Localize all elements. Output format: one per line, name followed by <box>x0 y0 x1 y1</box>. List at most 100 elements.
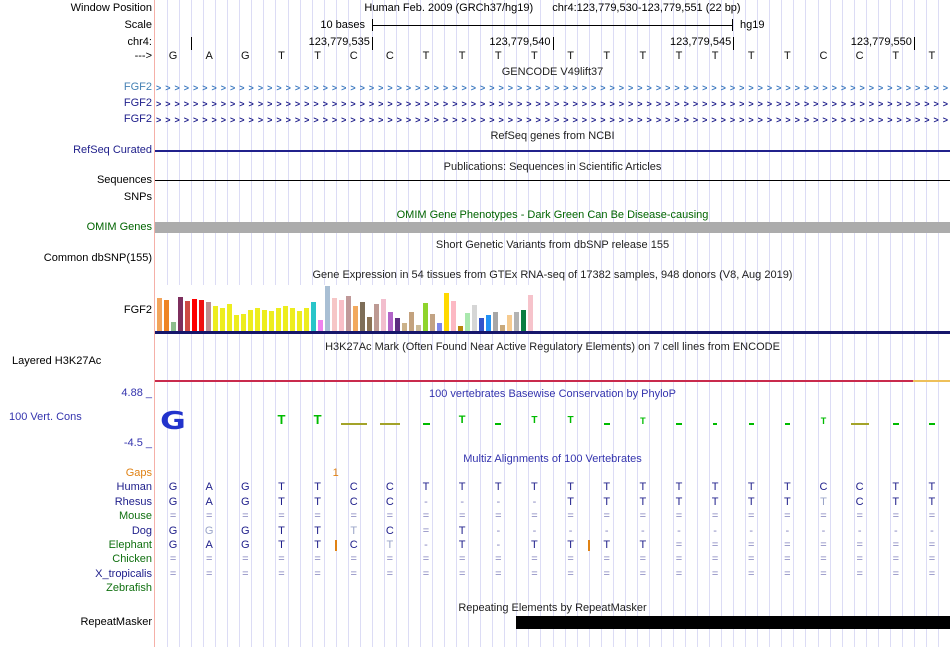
gtex-tissue-bar[interactable] <box>185 301 190 331</box>
track-label-sequences[interactable]: Sequences <box>96 174 152 186</box>
gtex-tissue-bar[interactable] <box>437 323 442 331</box>
species-label-chicken[interactable]: Chicken <box>112 553 152 566</box>
gtex-tissue-bar[interactable] <box>486 315 491 331</box>
track-title-gencode[interactable]: GENCODE V49lift37 <box>501 66 604 78</box>
gtex-tissue-bar[interactable] <box>451 301 456 331</box>
h3k27ac-signal-segment[interactable] <box>913 380 950 382</box>
track-label-phylop-max[interactable]: 4.88 _ <box>121 387 152 399</box>
track-label-snps[interactable]: SNPs <box>123 191 152 203</box>
gtex-tissue-bar[interactable] <box>346 296 351 331</box>
track-title-multiz[interactable]: Multiz Alignments of 100 Vertebrates <box>463 453 642 465</box>
gene-transcript-arrows[interactable]: >>>>>>>>>>>>>>>>>>>>>>>>>>>>>>>>>>>>>>>>… <box>156 115 949 125</box>
gtex-tissue-bar[interactable] <box>332 298 337 331</box>
gtex-tissue-bar[interactable] <box>374 304 379 331</box>
gtex-tissue-bar[interactable] <box>430 314 435 331</box>
gtex-tissue-bar[interactable] <box>269 311 274 331</box>
gtex-tissue-bar[interactable] <box>423 303 428 331</box>
species-label-rhesus[interactable]: Rhesus <box>114 495 152 508</box>
track-label-gene-fgf2-3[interactable]: FGF2 <box>123 113 152 125</box>
track-label-refseq-curated[interactable]: RefSeq Curated <box>73 144 152 156</box>
gtex-tissue-bar[interactable] <box>164 300 169 331</box>
gtex-tissue-bar[interactable] <box>157 298 162 331</box>
gene-transcript-arrows[interactable]: >>>>>>>>>>>>>>>>>>>>>>>>>>>>>>>>>>>>>>>>… <box>156 83 949 93</box>
gtex-tissue-bar[interactable] <box>409 312 414 331</box>
gtex-tissue-bar[interactable] <box>444 293 449 331</box>
gtex-tissue-bar[interactable] <box>465 313 470 331</box>
track-title-refseq[interactable]: RefSeq genes from NCBI <box>490 130 615 142</box>
track-title-repeatmasker[interactable]: Repeating Elements by RepeatMasker <box>458 602 647 614</box>
species-label-zebrafish[interactable]: Zebrafish <box>106 582 152 595</box>
species-label-human[interactable]: Human <box>116 481 152 494</box>
gtex-tissue-bar[interactable] <box>325 286 330 331</box>
species-label-dog[interactable]: Dog <box>131 524 152 537</box>
gtex-tissue-bar[interactable] <box>255 308 260 331</box>
gtex-tissue-bar[interactable] <box>290 308 295 331</box>
gtex-tissue-bar[interactable] <box>500 325 505 331</box>
gtex-tissue-bar[interactable] <box>283 306 288 331</box>
gtex-tissue-bar[interactable] <box>479 318 484 331</box>
track-label-strand[interactable]: ---> <box>134 50 152 62</box>
gtex-tissue-bar[interactable] <box>472 305 477 331</box>
track-title-omim[interactable]: OMIM Gene Phenotypes - Dark Green Can Be… <box>396 209 709 221</box>
track-title-h3k27ac[interactable]: H3K27Ac Mark (Often Found Near Active Re… <box>325 341 780 353</box>
gtex-tissue-bar[interactable] <box>381 299 386 331</box>
refseq-curated-gene-line[interactable] <box>155 150 950 152</box>
gtex-tissue-bar[interactable] <box>178 297 183 331</box>
track-label-phylop-min[interactable]: -4.5 _ <box>123 437 152 449</box>
gtex-tissue-bar[interactable] <box>528 295 533 331</box>
track-title-dbsnp[interactable]: Short Genetic Variants from dbSNP releas… <box>435 239 670 251</box>
track-label-gtex-fgf2[interactable]: FGF2 <box>123 304 152 316</box>
gtex-tissue-bar[interactable] <box>276 308 281 331</box>
h3k27ac-signal-line[interactable] <box>155 380 913 382</box>
gtex-tissue-bar[interactable] <box>206 302 211 331</box>
gtex-tissue-bar[interactable] <box>311 302 316 331</box>
track-label-layered-h3k27ac[interactable]: Layered H3K27Ac <box>12 355 102 367</box>
gtex-tissue-bar[interactable] <box>248 310 253 331</box>
track-title-gtex[interactable]: Gene Expression in 54 tissues from GTEx … <box>312 269 793 281</box>
gtex-tissue-bar[interactable] <box>402 323 407 331</box>
track-label-window-position[interactable]: Window Position <box>70 2 152 14</box>
track-label-repeatmasker[interactable]: RepeatMasker <box>80 616 152 628</box>
gtex-tissue-bar[interactable] <box>514 312 519 331</box>
gtex-tissue-bar[interactable] <box>297 311 302 331</box>
gtex-tissue-bar[interactable] <box>339 300 344 331</box>
species-label-mouse[interactable]: Mouse <box>118 510 152 523</box>
gtex-tissue-bar[interactable] <box>318 320 323 331</box>
gtex-tissue-bar[interactable] <box>304 308 309 331</box>
track-label-omim-genes[interactable]: OMIM Genes <box>86 221 152 233</box>
gene-transcript-arrows[interactable]: >>>>>>>>>>>>>>>>>>>>>>>>>>>>>>>>>>>>>>>>… <box>156 99 949 109</box>
track-label-gene-fgf2-2[interactable]: FGF2 <box>123 97 152 109</box>
gtex-tissue-bar[interactable] <box>395 318 400 331</box>
repeatmasker-element-bar[interactable] <box>516 616 950 629</box>
gtex-tissue-bar[interactable] <box>171 322 176 331</box>
gtex-tissue-bar[interactable] <box>458 326 463 331</box>
track-label-gene-fgf2-1[interactable]: FGF2 <box>123 81 152 93</box>
gtex-tissue-bar[interactable] <box>220 308 225 331</box>
gtex-tissue-bar[interactable] <box>360 302 365 331</box>
species-label-x_tropicalis[interactable]: X_tropicalis <box>95 567 152 580</box>
publications-sequences-line[interactable] <box>155 180 950 181</box>
gtex-tissue-bar[interactable] <box>234 315 239 331</box>
species-label-elephant[interactable]: Elephant <box>108 539 152 551</box>
gtex-tissue-bar[interactable] <box>353 306 358 331</box>
gtex-tissue-bar[interactable] <box>262 310 267 331</box>
track-label-common-dbsnp[interactable]: Common dbSNP(155) <box>43 252 152 264</box>
gtex-tissue-bar[interactable] <box>199 300 204 331</box>
gtex-tissue-bar[interactable] <box>213 306 218 331</box>
species-label-gaps[interactable]: Gaps <box>125 467 152 479</box>
gtex-tissue-bar[interactable] <box>388 312 393 331</box>
track-label-vert-cons[interactable]: 100 Vert. Cons <box>9 411 82 423</box>
omim-genes-bar[interactable] <box>155 222 950 233</box>
gtex-tissue-bar[interactable] <box>493 312 498 331</box>
gtex-tissue-bar[interactable] <box>367 317 372 331</box>
track-title-publications[interactable]: Publications: Sequences in Scientific Ar… <box>443 161 662 173</box>
gtex-tissue-bar[interactable] <box>192 299 197 331</box>
gtex-tissue-bar[interactable] <box>227 304 232 331</box>
gtex-tissue-bar[interactable] <box>507 315 512 331</box>
track-title-phylop[interactable]: 100 vertebrates Basewise Conservation by… <box>428 388 677 400</box>
track-label-scale[interactable]: Scale <box>124 19 152 31</box>
gtex-tissue-bar[interactable] <box>416 325 421 331</box>
gtex-tissue-bar[interactable] <box>521 310 526 331</box>
gtex-tissue-bar[interactable] <box>241 314 246 331</box>
track-label-chrom[interactable]: chr4: <box>127 36 152 48</box>
